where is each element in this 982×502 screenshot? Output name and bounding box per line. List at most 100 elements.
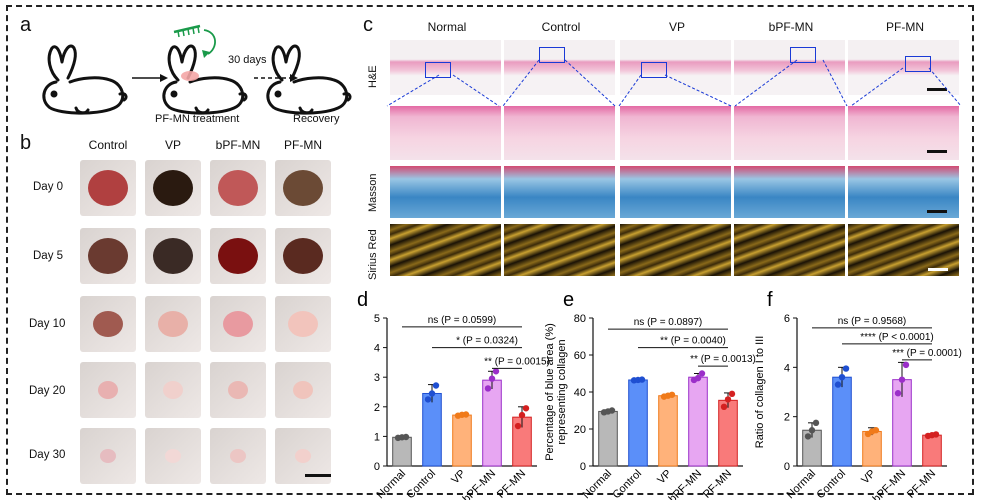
zoom-region-box xyxy=(790,47,816,63)
data-point xyxy=(608,407,616,414)
data-point xyxy=(518,411,526,419)
wound-photo xyxy=(80,428,136,484)
rabbit-recovered-icon xyxy=(266,44,352,115)
bar xyxy=(392,436,412,467)
y-axis-label: Percentage of blue area (%) xyxy=(544,323,556,461)
y-tick-label: 3 xyxy=(374,372,380,384)
x-tick-label: Control xyxy=(611,468,645,500)
bar xyxy=(598,410,618,467)
data-point xyxy=(694,374,702,382)
y-tick-label: 4 xyxy=(374,343,380,355)
x-tick-label: bPF-MN xyxy=(871,468,908,500)
bar xyxy=(422,392,442,467)
data-point xyxy=(488,375,496,382)
data-point xyxy=(834,381,842,388)
y-tick-label: 6 xyxy=(784,313,790,325)
histology-image xyxy=(390,40,501,95)
wound-photo xyxy=(210,160,266,216)
scale-bar xyxy=(927,88,947,91)
scale-bar xyxy=(927,150,947,153)
y-tick-label: 2 xyxy=(374,402,380,414)
y-tick-label: 0 xyxy=(580,461,586,473)
bar xyxy=(832,376,852,467)
histology-image xyxy=(620,166,731,218)
histology-image xyxy=(734,40,845,95)
wound-photo xyxy=(145,228,201,284)
bar xyxy=(922,434,942,467)
bar xyxy=(658,395,678,467)
wound-photo xyxy=(145,296,201,352)
wound-photo xyxy=(210,228,266,284)
panel-c-row-header: Sirius Red xyxy=(367,229,379,280)
y-tick-label: 2 xyxy=(784,412,790,424)
data-point xyxy=(522,405,530,412)
panel-c-row-header: H&E xyxy=(367,65,379,88)
data-point xyxy=(638,376,646,383)
panel-label-b: b xyxy=(20,132,32,154)
bar xyxy=(452,414,472,467)
chart-panel-label: d xyxy=(357,289,368,311)
data-point xyxy=(492,368,500,375)
zoom-guides xyxy=(386,59,962,107)
y-tick-label: 0 xyxy=(374,461,380,473)
panel-label-a: a xyxy=(20,14,32,36)
bar xyxy=(718,399,738,467)
data-point xyxy=(698,370,706,377)
y-axis-label: representing collagen xyxy=(556,339,568,444)
x-tick-label: bPF-MN xyxy=(461,468,498,500)
data-point xyxy=(462,411,470,418)
wound-photo xyxy=(275,362,331,418)
bar xyxy=(482,379,502,467)
histology-image xyxy=(390,106,501,160)
data-point xyxy=(894,390,902,397)
histology-image xyxy=(734,166,845,218)
wound-photo xyxy=(210,296,266,352)
wound-photo xyxy=(80,228,136,284)
x-tick-label: VP xyxy=(859,468,878,487)
interval-caption: 30 days xyxy=(228,54,267,66)
histology-image xyxy=(848,224,959,276)
panel-c-col-header: Normal xyxy=(427,20,467,34)
data-point xyxy=(514,422,522,430)
significance-label: *** (P = 0.0001) xyxy=(892,348,962,359)
y-tick-label: 60 xyxy=(574,350,586,362)
histology-image xyxy=(620,106,731,160)
data-point xyxy=(728,390,736,398)
scale-bar xyxy=(305,474,331,477)
significance-label: ** (P = 0.0015) xyxy=(484,356,550,367)
data-point xyxy=(668,391,676,398)
x-tick-label: VP xyxy=(655,468,674,487)
bar xyxy=(862,430,882,467)
significance-label: **** (P < 0.0001) xyxy=(860,332,933,343)
histology-image xyxy=(620,224,731,276)
data-point xyxy=(428,390,436,397)
data-point xyxy=(484,385,492,392)
y-axis-label: SEI xyxy=(355,383,356,401)
data-point xyxy=(720,403,728,410)
x-tick-label: PF-MN xyxy=(701,468,734,500)
data-point xyxy=(932,431,940,438)
panel-b-row-header: Day 5 xyxy=(33,250,64,262)
wound-photo xyxy=(80,362,136,418)
data-point xyxy=(804,433,812,440)
significance-label: ns (P = 0.0897) xyxy=(634,317,702,328)
wound-photo xyxy=(80,160,136,216)
figure-frame xyxy=(6,5,974,495)
x-tick-label: PF-MN xyxy=(495,468,528,500)
x-tick-label: VP xyxy=(449,468,468,487)
zoom-region-box xyxy=(539,47,565,63)
panel-b-row-header: Day 0 xyxy=(33,181,64,193)
data-point xyxy=(898,376,906,383)
panel-b-col-header: VP xyxy=(164,138,181,152)
significance-label: ns (P = 0.9568) xyxy=(838,316,906,327)
wound-photo xyxy=(145,160,201,216)
histology-image xyxy=(504,40,615,95)
x-tick-label: Control xyxy=(815,468,849,500)
data-point xyxy=(838,374,846,381)
panel-b-col-header: Control xyxy=(88,138,128,152)
data-point xyxy=(724,396,732,403)
x-tick-label: bPF-MN xyxy=(667,468,704,500)
histology-image xyxy=(504,224,615,276)
significance-label: ns (P = 0.0599) xyxy=(428,315,496,326)
